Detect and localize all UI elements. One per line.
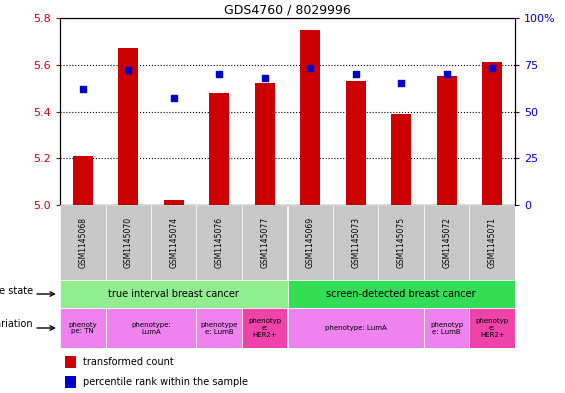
Bar — [60, 205, 106, 280]
Text: GSM1145071: GSM1145071 — [488, 217, 497, 268]
Bar — [209, 93, 229, 205]
Bar — [151, 205, 197, 280]
Point — [306, 65, 315, 72]
Text: screen-detected breast cancer: screen-detected breast cancer — [327, 289, 476, 299]
Text: GSM1145070: GSM1145070 — [124, 217, 133, 268]
Text: phenotype
e: LumB: phenotype e: LumB — [201, 321, 238, 334]
Bar — [254, 83, 275, 205]
Text: genotype/variation: genotype/variation — [0, 319, 33, 329]
Text: GSM1145077: GSM1145077 — [260, 217, 270, 268]
Text: GSM1145072: GSM1145072 — [442, 217, 451, 268]
Bar — [60, 308, 106, 348]
Bar — [242, 205, 288, 280]
Bar — [346, 81, 366, 205]
Point — [170, 95, 179, 101]
Bar — [391, 114, 411, 205]
Bar — [64, 356, 76, 368]
Text: percentile rank within the sample: percentile rank within the sample — [82, 377, 247, 387]
Bar — [333, 205, 379, 280]
Bar — [118, 48, 138, 205]
Text: disease state: disease state — [0, 286, 33, 296]
Bar — [470, 205, 515, 280]
Bar — [106, 308, 197, 348]
Text: GSM1145069: GSM1145069 — [306, 217, 315, 268]
Bar — [288, 308, 424, 348]
Text: GSM1145076: GSM1145076 — [215, 217, 224, 268]
Bar — [106, 205, 151, 280]
Text: GSM1145068: GSM1145068 — [78, 217, 87, 268]
Point — [351, 71, 360, 77]
Text: phenotyp
e:
HER2+: phenotyp e: HER2+ — [248, 318, 281, 338]
Bar — [437, 76, 457, 205]
Bar — [470, 308, 515, 348]
Bar — [288, 205, 333, 280]
Text: phenotyp
e: LumB: phenotyp e: LumB — [430, 321, 463, 334]
Point — [124, 67, 133, 73]
Text: phenoty
pe: TN: phenoty pe: TN — [68, 321, 97, 334]
Text: phenotype: LumA: phenotype: LumA — [325, 325, 386, 331]
Text: GSM1145075: GSM1145075 — [397, 217, 406, 268]
Bar — [424, 205, 470, 280]
Point — [488, 65, 497, 72]
Point — [215, 71, 224, 77]
Bar — [288, 280, 515, 308]
Point — [260, 75, 270, 81]
Bar — [163, 200, 184, 205]
Text: phenotype:
LumA: phenotype: LumA — [131, 321, 171, 334]
Bar — [300, 30, 320, 205]
Text: GSM1145073: GSM1145073 — [351, 217, 360, 268]
Text: GSM1145074: GSM1145074 — [170, 217, 178, 268]
Bar — [424, 308, 470, 348]
Bar — [482, 62, 502, 205]
Bar — [64, 376, 76, 388]
Point — [78, 86, 87, 92]
Text: phenotyp
e:
HER2+: phenotyp e: HER2+ — [476, 318, 509, 338]
Bar — [60, 280, 288, 308]
Text: transformed count: transformed count — [82, 357, 173, 367]
Point — [442, 71, 451, 77]
Bar — [72, 156, 93, 205]
Text: true interval breast cancer: true interval breast cancer — [108, 289, 239, 299]
Title: GDS4760 / 8029996: GDS4760 / 8029996 — [224, 4, 351, 17]
Bar — [197, 205, 242, 280]
Bar — [379, 205, 424, 280]
Point — [397, 80, 406, 86]
Bar — [242, 308, 288, 348]
Bar — [197, 308, 242, 348]
